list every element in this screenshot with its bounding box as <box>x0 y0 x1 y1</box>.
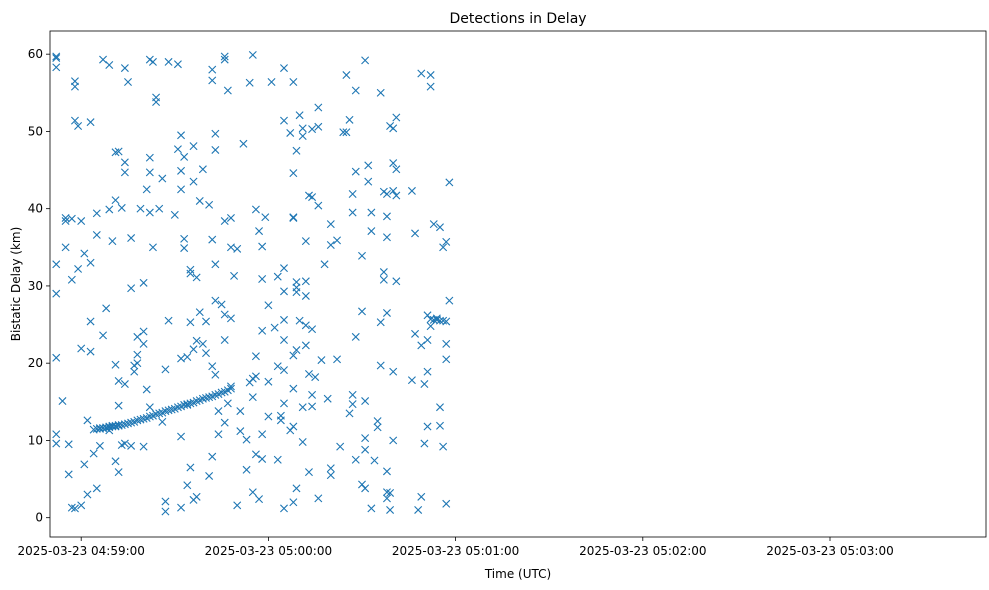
y-tick-label: 60 <box>28 47 43 61</box>
chart-title: Detections in Delay <box>449 11 586 27</box>
x-tick-label: 2025-03-23 04:59:00 <box>17 544 144 558</box>
y-tick-label: 20 <box>28 356 43 370</box>
x-tick-label: 2025-03-23 05:02:00 <box>579 544 706 558</box>
y-tick-label: 10 <box>28 433 43 447</box>
y-tick-label: 50 <box>28 124 43 138</box>
y-tick-label: 0 <box>35 511 43 525</box>
plot-area <box>50 31 986 537</box>
x-tick-label: 2025-03-23 05:03:00 <box>766 544 893 558</box>
x-tick-label: 2025-03-23 05:00:00 <box>205 544 332 558</box>
x-axis-label: Time (UTC) <box>484 567 551 581</box>
x-tick-label: 2025-03-23 05:01:00 <box>392 544 519 558</box>
y-axis-label: Bistatic Delay (km) <box>9 227 23 342</box>
y-tick-label: 40 <box>28 202 43 216</box>
y-tick-label: 30 <box>28 279 43 293</box>
